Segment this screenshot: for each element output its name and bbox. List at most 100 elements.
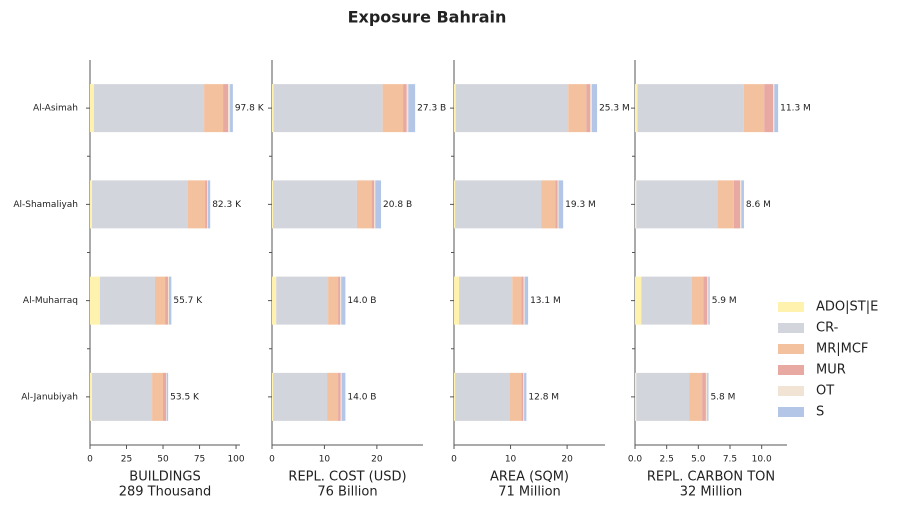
legend-label: MUR	[816, 363, 846, 378]
bar-segment	[408, 84, 416, 133]
x-tick-label: 100	[227, 455, 244, 465]
bar-segment	[273, 180, 357, 229]
legend-label: MR|MCF	[816, 342, 868, 357]
bar-segment	[273, 372, 328, 421]
bar-segment	[521, 276, 524, 325]
total-label: 53.5 K	[170, 392, 200, 402]
bar-segment	[637, 84, 744, 133]
bar-segment	[636, 372, 690, 421]
bar-segment	[524, 372, 527, 421]
y-tick-label: Al-Janubiyah	[21, 392, 78, 402]
bar-segment	[454, 276, 460, 325]
total-label: 14.0 B	[347, 392, 376, 402]
x-axis-label: BUILDINGS	[129, 470, 200, 485]
bar-segment	[635, 372, 637, 421]
total-label: 5.8 M	[710, 392, 735, 402]
bar-segment	[228, 84, 231, 133]
bar-segment	[555, 180, 558, 229]
x-axis-label: REPL. COST (USD)	[288, 470, 406, 485]
bar-segment	[167, 276, 170, 325]
bar-segment	[636, 180, 718, 229]
bar-segment	[557, 180, 559, 229]
bar-segment	[90, 372, 93, 421]
bar-segment	[692, 276, 704, 325]
x-tick-label: 5.0	[691, 455, 706, 465]
total-label: 27.3 B	[417, 104, 446, 114]
x-axis-label: 71 Million	[498, 485, 561, 500]
bar-segment	[641, 276, 692, 325]
total-label: 5.9 M	[712, 296, 737, 306]
bar-segment	[774, 84, 779, 133]
bar-segment	[223, 84, 229, 133]
bar-segment	[272, 84, 274, 133]
bar-segment	[328, 276, 339, 325]
bar-segment	[375, 180, 382, 229]
bar-segment	[454, 372, 456, 421]
x-tick-label: 7.5	[723, 455, 737, 465]
bar-segment	[635, 180, 637, 229]
bar-segment	[703, 276, 708, 325]
bar-segment	[522, 372, 525, 421]
bar-segment	[524, 276, 529, 325]
bar-segment	[541, 180, 556, 229]
legend-swatch	[778, 344, 804, 354]
x-tick-label: 10	[319, 455, 331, 465]
bar-segment	[591, 84, 598, 133]
x-tick-label: 0	[87, 455, 93, 465]
bar-segment	[509, 372, 522, 421]
y-tick-label: Al-Shamaliyah	[13, 200, 78, 210]
bar-segment	[169, 276, 172, 325]
bar-segment	[166, 372, 167, 421]
legend-label: S	[816, 405, 824, 420]
bar-segment	[93, 84, 205, 133]
bar-segment	[272, 372, 274, 421]
x-tick-label: 0	[451, 455, 457, 465]
legend-swatch	[778, 386, 804, 396]
legend-swatch	[778, 323, 804, 333]
bar-segment	[403, 84, 407, 133]
bar-segment	[273, 84, 383, 133]
legend-swatch	[778, 365, 804, 375]
total-label: 12.8 M	[528, 392, 559, 402]
total-label: 8.6 M	[746, 200, 771, 210]
x-tick-label: 10.0	[752, 455, 772, 465]
bar-segment	[163, 372, 167, 421]
bar-segment	[707, 372, 709, 421]
bar-segment	[454, 180, 456, 229]
x-tick-label: 50	[157, 455, 169, 465]
x-axis-label: 32 Million	[680, 485, 743, 500]
bar-segment	[590, 84, 592, 133]
total-label: 97.8 K	[235, 104, 265, 114]
bar-segment	[455, 372, 510, 421]
bar-segment	[521, 372, 523, 421]
total-label: 13.1 M	[530, 296, 561, 306]
y-tick-label: Al-Asimah	[33, 104, 78, 114]
bar-segment	[568, 84, 587, 133]
bar-segment	[272, 180, 274, 229]
bar-segment	[455, 84, 569, 133]
x-axis-label: AREA (SQM)	[490, 470, 569, 485]
bar-segment	[705, 372, 708, 421]
total-label: 25.3 M	[599, 104, 630, 114]
bar-segment	[340, 276, 342, 325]
bar-segment	[152, 372, 164, 421]
bar-segment	[635, 84, 638, 133]
bar-segment	[206, 180, 209, 229]
bar-segment	[733, 180, 741, 229]
x-axis-label: REPL. CARBON TON	[647, 470, 775, 485]
bar-segment	[741, 180, 744, 229]
bar-segment	[208, 180, 211, 229]
bar-segment	[702, 372, 706, 421]
bar-segment	[523, 276, 525, 325]
bar-segment	[166, 372, 169, 421]
x-tick-label: 75	[194, 455, 205, 465]
y-tick-label: Al-Muharraq	[23, 296, 78, 306]
bar-segment	[512, 276, 522, 325]
bar-segment	[371, 180, 375, 229]
bar-segment	[90, 180, 93, 229]
total-label: 19.3 M	[565, 200, 596, 210]
total-label: 55.7 K	[173, 296, 203, 306]
bar-segment	[689, 372, 703, 421]
bar-segment	[356, 180, 372, 229]
